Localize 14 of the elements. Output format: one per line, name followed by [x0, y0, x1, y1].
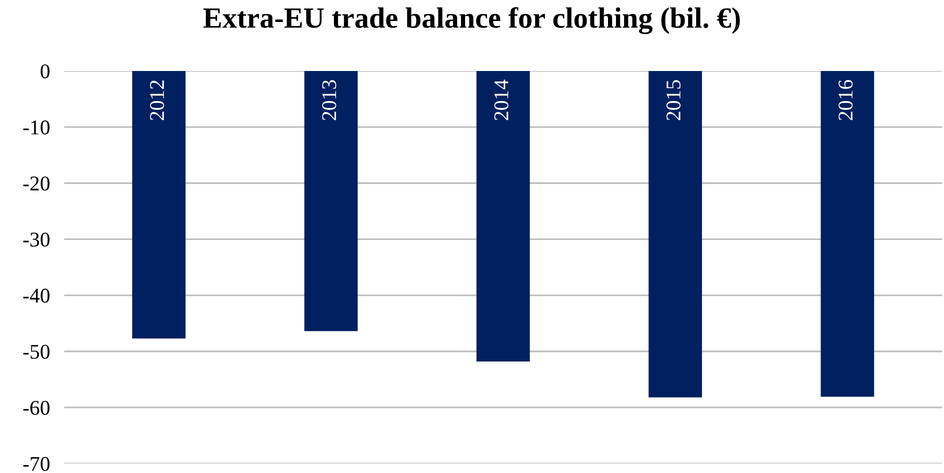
- x-tick-label: 2013: [322, 80, 336, 120]
- y-tick-label: -70: [23, 456, 50, 471]
- y-tick-label: 0: [40, 64, 50, 78]
- chart-title: Extra-EU trade balance for clothing (bil. €): [203, 7, 740, 34]
- y-tick-label: -10: [23, 120, 50, 134]
- x-tick-label: 2014: [494, 80, 508, 120]
- x-tick-label: 2015: [666, 80, 681, 120]
- y-tick-label: -20: [23, 176, 50, 191]
- y-tick-label: -60: [23, 400, 50, 415]
- x-tick-label: 2016: [838, 80, 853, 120]
- y-tick-label: -50: [23, 344, 50, 359]
- x-tick-label: 2012: [150, 80, 164, 120]
- y-tick-label: -30: [23, 232, 50, 247]
- y-tick-label: -40: [23, 288, 50, 303]
